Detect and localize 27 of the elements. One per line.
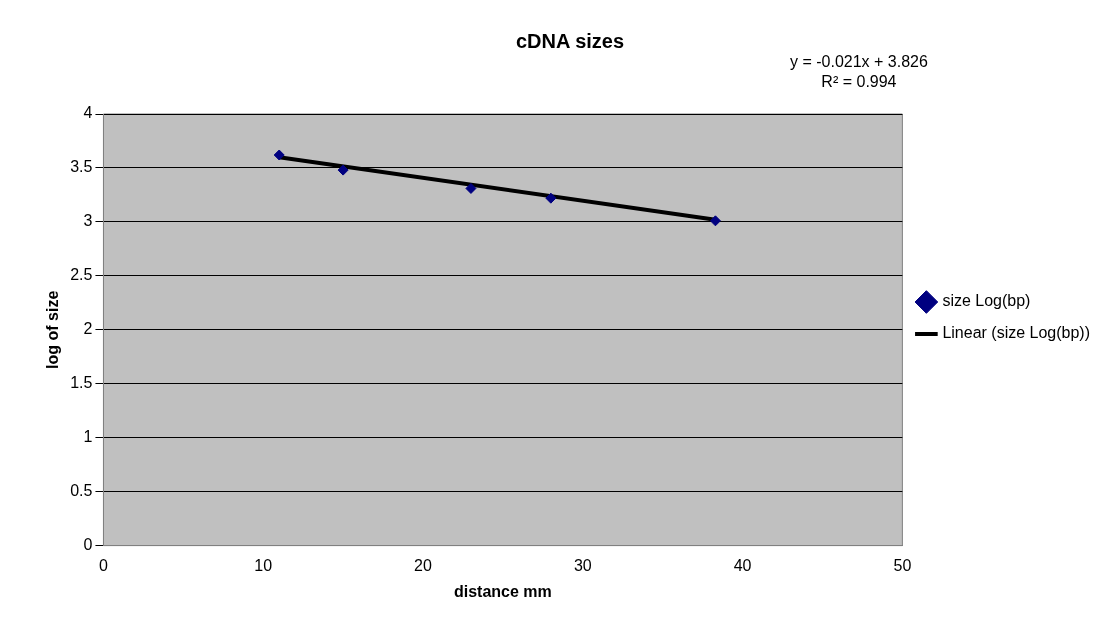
text: R² = 0.994	[820, 72, 898, 92]
y-axis-title: log of size	[44, 290, 62, 369]
legend-label: Linear (size Log(bp))	[942, 324, 1090, 342]
y-tick-label: 1.5	[70, 374, 93, 392]
y-tick-label: 2	[83, 320, 93, 338]
point	[545, 192, 557, 204]
x-tick-label: 40	[733, 556, 752, 574]
y-tick-label: 1	[83, 428, 93, 446]
x-tick-label: 50	[893, 556, 912, 574]
x-axis-title: distance mm	[454, 582, 552, 600]
legend-label: size Log(bp)	[942, 292, 1031, 310]
y-tick-label: 3	[83, 212, 93, 230]
text: y = -0.021x + 3.826	[790, 52, 928, 72]
y-tick-label: 4	[83, 104, 93, 122]
x-tick-label: 30	[573, 556, 592, 574]
x-tick-label: 20	[414, 556, 433, 574]
x-tick-label: 0	[98, 556, 108, 574]
point	[709, 215, 721, 227]
chart-title: cDNA sizes	[515, 29, 625, 52]
point	[465, 182, 477, 194]
y-tick-label: 0.5	[70, 482, 93, 500]
y-tick-label: 3.5	[70, 158, 93, 176]
y-tick-label: 2.5	[70, 266, 93, 284]
point	[273, 149, 285, 161]
y-tick-label: 0	[83, 536, 93, 554]
x-tick-label: 10	[254, 556, 273, 574]
point	[337, 164, 349, 176]
